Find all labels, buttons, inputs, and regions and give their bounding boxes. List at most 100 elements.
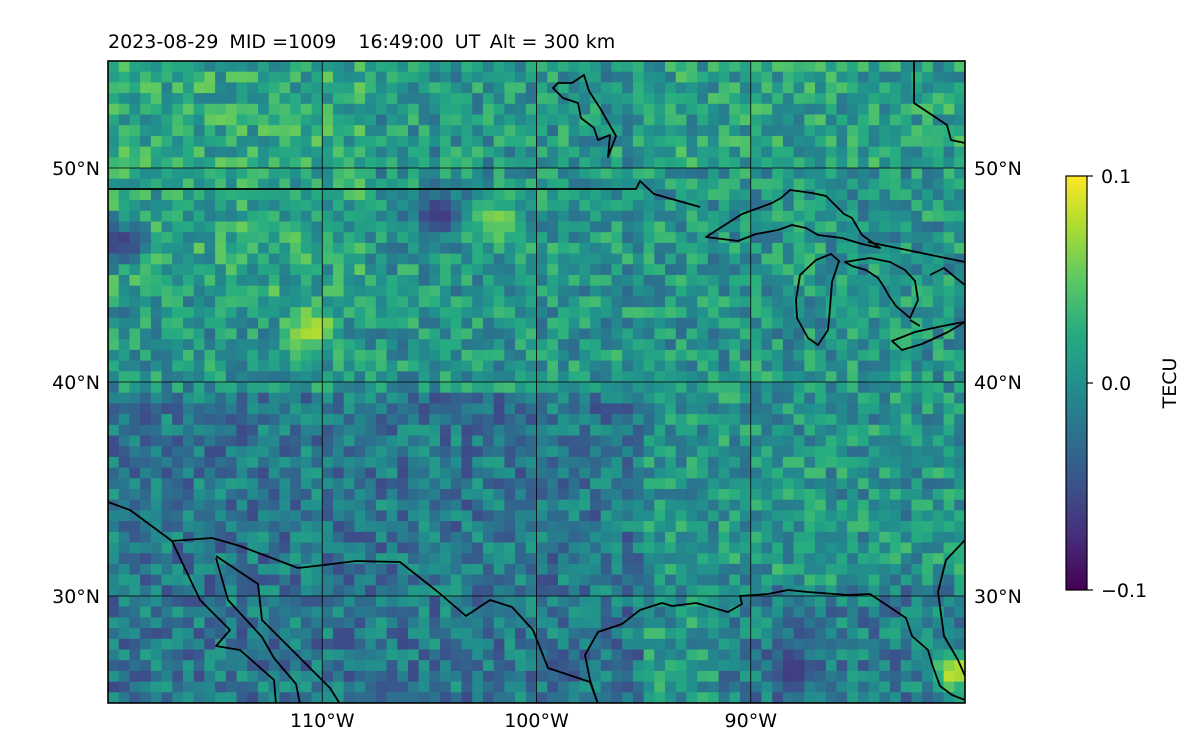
heatmap-cell (279, 264, 291, 276)
heatmap-cell (782, 435, 795, 447)
heatmap-cell (611, 617, 623, 629)
heatmap-cell (611, 307, 623, 319)
heatmap-cell (515, 638, 527, 651)
heatmap-cell (932, 285, 945, 297)
heatmap-cell (825, 232, 838, 244)
heatmap-cell (397, 628, 409, 640)
heatmap-cell (825, 681, 838, 693)
heatmap-cell (461, 210, 473, 223)
heatmap-cell (836, 146, 848, 158)
heatmap-cell (900, 275, 913, 287)
heatmap-cell (772, 446, 784, 458)
heatmap-cell (675, 371, 688, 383)
heatmap-cell (150, 660, 163, 672)
heatmap-cell (750, 178, 763, 190)
heatmap-cell (300, 596, 313, 608)
heatmap-cell (793, 596, 805, 608)
heatmap-cell (954, 114, 965, 126)
heatmap-cell (536, 157, 548, 169)
heatmap-cell (161, 489, 173, 501)
heatmap-cell (557, 285, 570, 297)
heatmap-cell (300, 221, 313, 233)
heatmap-cell (782, 61, 795, 73)
heatmap-cell (707, 435, 720, 447)
heatmap-cell (836, 339, 848, 351)
heatmap-cell (108, 553, 120, 565)
heatmap-cell (632, 660, 645, 672)
heatmap-cell (547, 264, 559, 276)
heatmap-cell (215, 574, 227, 586)
heatmap-cell (568, 339, 580, 351)
heatmap-cell (311, 371, 323, 383)
heatmap-cell (665, 531, 677, 544)
heatmap-cell (493, 424, 505, 437)
heatmap-cell (879, 232, 891, 244)
heatmap-cell (397, 275, 409, 287)
heatmap-cell (879, 553, 891, 565)
heatmap-cell (611, 467, 623, 479)
heatmap-cell (632, 82, 645, 94)
heatmap-cell (472, 531, 484, 544)
heatmap-cell (847, 71, 859, 83)
heatmap-cell (761, 157, 773, 169)
heatmap-cell (568, 574, 580, 586)
heatmap-cell (118, 200, 131, 212)
heatmap-cell (686, 317, 698, 330)
heatmap-cell (579, 499, 591, 511)
heatmap-cell (440, 574, 452, 586)
heatmap-cell (890, 82, 902, 94)
heatmap-cell (772, 585, 784, 597)
heatmap-cell (236, 563, 248, 576)
heatmap-cell (793, 285, 805, 297)
heatmap-cell (836, 71, 848, 83)
heatmap-cell (868, 168, 880, 180)
heatmap-cell (911, 435, 923, 447)
heatmap-cell (815, 478, 827, 490)
heatmap-cell (472, 563, 484, 576)
heatmap-cell (354, 189, 366, 201)
heatmap-cell (429, 296, 441, 308)
heatmap-cell (322, 403, 334, 415)
heatmap-cell (740, 189, 752, 201)
heatmap-cell (236, 456, 248, 469)
heatmap-cell (622, 617, 634, 629)
heatmap-cell (257, 275, 270, 287)
heatmap-cell (954, 253, 965, 265)
heatmap-cell (322, 660, 334, 672)
heatmap-cell (236, 146, 248, 158)
heatmap-cell (525, 242, 538, 255)
heatmap-cell (450, 606, 463, 618)
heatmap-cell (418, 467, 430, 479)
heatmap-cell (536, 189, 548, 201)
heatmap-cell (675, 574, 688, 586)
heatmap-cell (740, 103, 752, 116)
heatmap-cell (429, 168, 441, 180)
heatmap-cell (525, 275, 538, 287)
heatmap-cell (697, 253, 709, 265)
heatmap-cell (279, 146, 291, 158)
heatmap-cell (772, 210, 784, 223)
heatmap-cell (204, 200, 216, 212)
heatmap-cell (279, 296, 291, 308)
heatmap-cell (493, 574, 505, 586)
heatmap-cell (397, 307, 409, 319)
heatmap-cell (772, 660, 784, 672)
heatmap-cell (836, 478, 848, 490)
heatmap-cell (900, 392, 913, 404)
heatmap-cell (943, 146, 955, 158)
heatmap-cell (150, 189, 163, 201)
heatmap-cell (397, 82, 409, 94)
heatmap-cell (322, 542, 334, 554)
heatmap-cell (847, 414, 859, 426)
heatmap-cell (611, 168, 623, 180)
heatmap-cell (772, 93, 784, 105)
heatmap-cell (665, 510, 677, 522)
heatmap-cell (868, 178, 880, 190)
heatmap-cell (740, 93, 752, 105)
heatmap-cell (632, 242, 645, 255)
heatmap-cell (879, 371, 891, 383)
heatmap-cell (193, 210, 206, 223)
heatmap-cell (300, 392, 313, 404)
heatmap-cell (879, 574, 891, 586)
heatmap-cell (493, 649, 505, 661)
